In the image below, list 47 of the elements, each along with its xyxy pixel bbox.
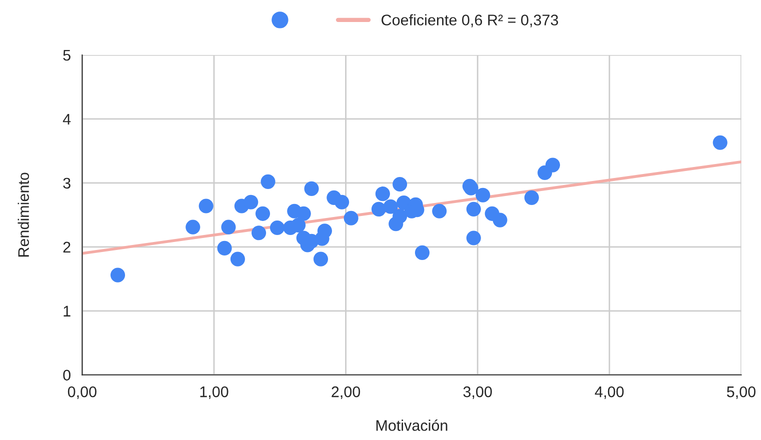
y-tick-label: 5 <box>63 50 70 61</box>
point <box>492 212 508 228</box>
x-tick-label: 4,00 <box>594 386 624 400</box>
point <box>255 206 270 221</box>
x-tick-label: 0,00 <box>68 386 96 400</box>
point <box>317 224 332 238</box>
x-tick-label: 1,00 <box>200 386 228 400</box>
legend-label: Coeficiente 0,6 R² = 0,373 <box>382 14 558 28</box>
point <box>392 208 408 224</box>
point <box>392 176 408 192</box>
point <box>217 240 232 256</box>
point <box>344 210 358 226</box>
point <box>313 252 328 266</box>
point <box>260 174 276 189</box>
point <box>186 220 200 234</box>
point <box>414 245 430 260</box>
point <box>466 230 481 246</box>
point <box>466 202 481 216</box>
point <box>375 186 390 202</box>
x-tick-label: 5,00 <box>726 386 756 400</box>
point <box>221 220 236 234</box>
point <box>304 181 319 196</box>
x-tick-label: 3,00 <box>463 386 492 400</box>
point <box>524 190 539 205</box>
point <box>476 188 490 202</box>
point <box>244 194 258 210</box>
point <box>545 158 560 172</box>
point <box>371 202 386 216</box>
point <box>712 135 728 150</box>
x-axis-title: Motivación <box>376 420 448 431</box>
point <box>198 198 214 214</box>
point <box>334 194 350 210</box>
y-tick-label: 3 <box>63 178 70 189</box>
point <box>296 206 311 221</box>
y-tick-label: 4 <box>62 114 71 125</box>
y-axis-title: Rendimiento <box>18 172 30 257</box>
y-tick-label: 2 <box>63 242 70 252</box>
point <box>270 220 285 236</box>
y-tick-label: 1 <box>64 306 70 316</box>
y-tick-label: 0 <box>63 370 70 381</box>
point <box>252 226 266 240</box>
point <box>383 199 398 214</box>
point <box>230 252 245 266</box>
x-tick-label: 2,00 <box>332 386 360 400</box>
point <box>291 218 306 232</box>
point <box>432 204 447 218</box>
point <box>110 268 126 282</box>
